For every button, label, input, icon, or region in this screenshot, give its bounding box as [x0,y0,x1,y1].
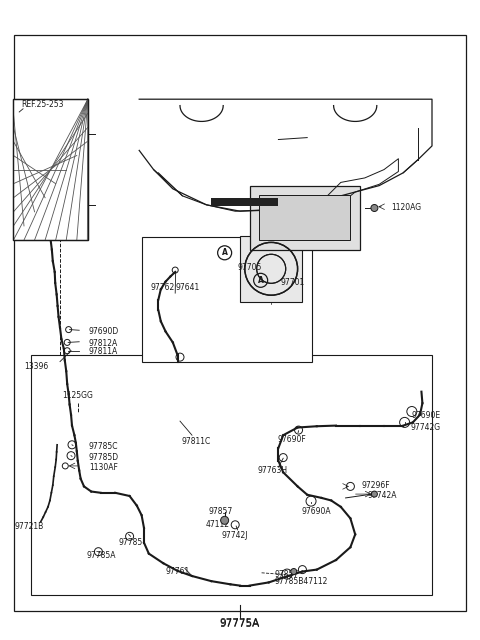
Text: 47112: 47112 [205,520,229,529]
Text: 1130AF: 1130AF [89,463,118,472]
Circle shape [371,205,378,211]
Text: 97742A: 97742A [367,492,396,500]
Text: 97690F: 97690F [278,435,307,444]
Circle shape [221,516,228,524]
Bar [31,355,432,595]
Text: 97775A: 97775A [220,618,260,628]
Text: 97775A: 97775A [220,619,260,629]
Bar [250,186,360,250]
Text: 97701: 97701 [281,278,305,287]
Text: 97690E: 97690E [412,412,441,420]
Text: 97296F: 97296F [361,481,390,490]
Text: 97742J: 97742J [222,531,249,540]
Text: A: A [258,276,264,285]
Bar [211,198,278,206]
Text: 97785A: 97785A [86,551,116,560]
Text: 97761: 97761 [166,567,190,576]
Text: 97811C: 97811C [181,437,210,446]
Bar [142,237,312,362]
Bar [259,195,350,240]
Text: 97785: 97785 [119,538,143,547]
Text: 13396: 13396 [24,362,48,371]
Text: A: A [222,248,228,257]
Circle shape [291,568,297,575]
Bar [13,99,88,240]
Text: 1120AG: 1120AG [391,204,421,212]
Text: 97721B: 97721B [14,522,43,531]
Text: 97705: 97705 [238,263,262,272]
Circle shape [372,491,377,497]
Text: 97690A: 97690A [302,508,332,516]
Text: 97762: 97762 [150,284,174,292]
Text: 97690D: 97690D [89,327,119,336]
Text: 97857: 97857 [275,570,299,579]
Text: 97857: 97857 [209,508,233,516]
Bar [13,99,88,240]
Text: 1125GG: 1125GG [62,391,93,400]
Text: REF.25-253: REF.25-253 [22,100,64,109]
Text: 97812A: 97812A [89,339,118,348]
Text: 97785D: 97785D [89,453,119,462]
Text: 97300D: 97300D [277,223,308,232]
Text: 97763H: 97763H [258,466,288,475]
Bar [240,236,302,302]
Text: 97742G: 97742G [410,423,441,432]
Text: 97785B47112: 97785B47112 [275,577,328,586]
Text: 97641: 97641 [175,284,199,292]
Text: 97811A: 97811A [89,348,118,356]
Text: 97785C: 97785C [89,442,118,451]
